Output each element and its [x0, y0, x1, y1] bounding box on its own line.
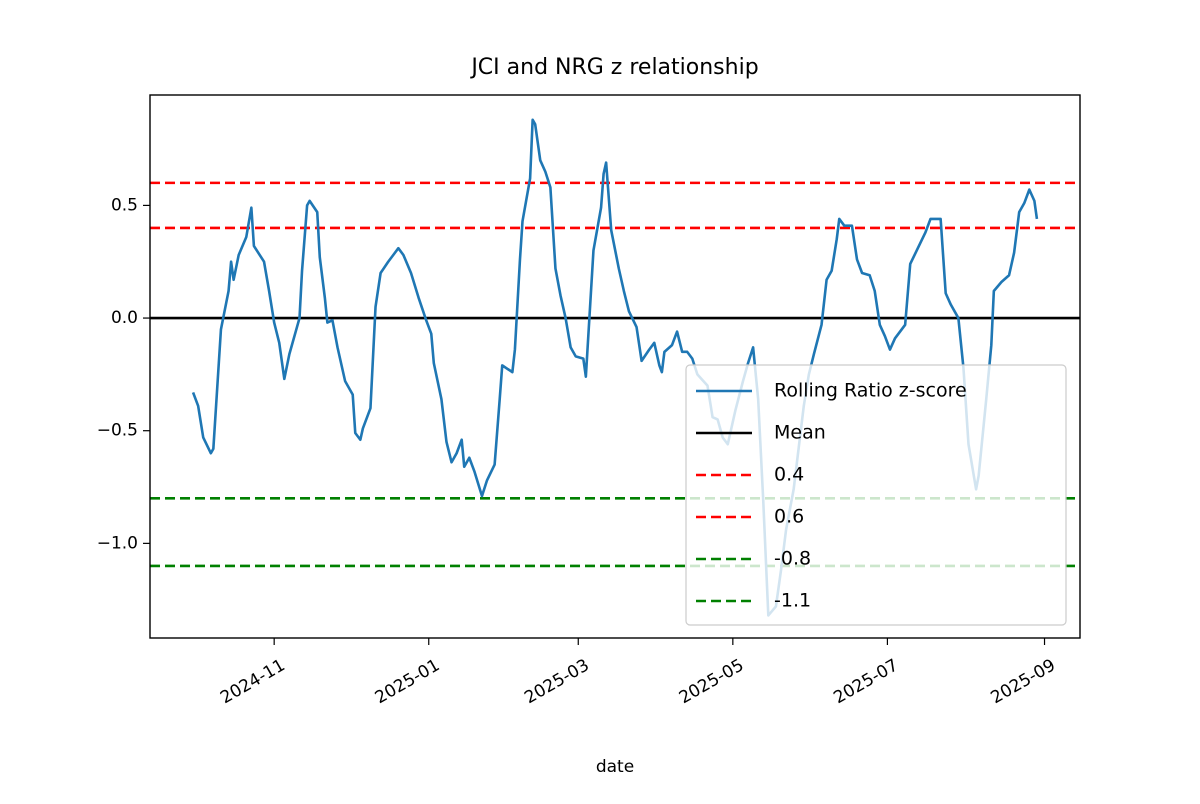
legend-label: 0.4	[774, 464, 804, 486]
legend: Rolling Ratio z-score Mean 0.4 0.6 -0.8 -1.1	[685, 364, 1067, 626]
legend-label: -1.1	[774, 590, 811, 612]
y-tick-label: −0.5	[97, 421, 138, 441]
series-line	[191, 118, 1039, 617]
y-tick-label: 0.0	[111, 308, 138, 328]
x-axis-label: date	[596, 757, 634, 777]
legend-label: Mean	[774, 422, 826, 444]
chart-title: JCI and NRG z relationship	[469, 55, 758, 80]
axes-frame	[149, 94, 1081, 639]
y-tick-label: −1.0	[97, 533, 138, 553]
plot-area	[150, 118, 1080, 617]
legend-label: Rolling Ratio z-score	[774, 380, 967, 402]
y-tick-label: 0.5	[111, 195, 138, 215]
legend-label: -0.8	[774, 548, 811, 570]
legend-label: 0.6	[774, 506, 804, 528]
legend-box	[685, 364, 1067, 626]
